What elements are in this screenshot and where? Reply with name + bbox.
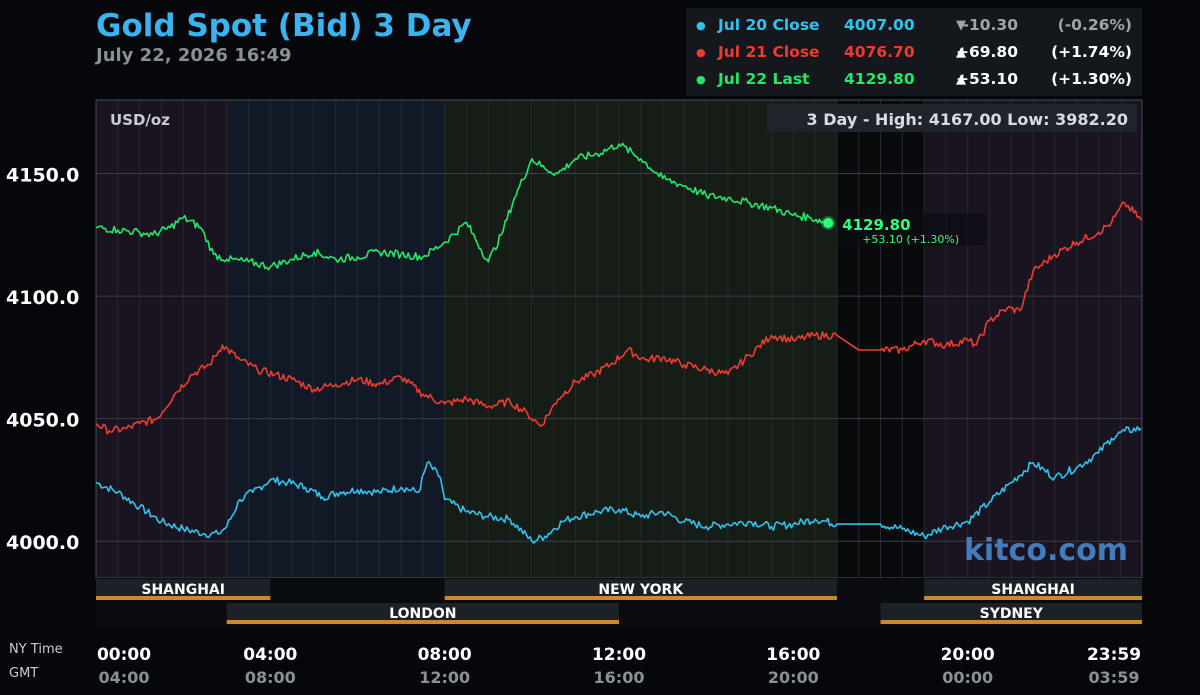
legend-row-jul20: ● Jul 20 Close 4007.00 ▼ -10.30 (-0.26%) bbox=[686, 16, 1142, 42]
y-tick-label: 4000.0 bbox=[6, 532, 79, 554]
series-line bbox=[95, 142, 829, 271]
session-top-label: SHANGHAI bbox=[141, 582, 225, 598]
high-low-box bbox=[767, 104, 1137, 132]
legend-value: 4129.80 bbox=[844, 70, 915, 88]
session-bottom-band bbox=[226, 603, 619, 623]
x-tick-label-gmt: 12:00 bbox=[419, 668, 470, 687]
legend-row-jul22: ● Jul 22 Last 4129.80 ▲ +53.10 (+1.30%) bbox=[686, 70, 1142, 96]
chart-timestamp: July 22, 2026 16:49 bbox=[96, 45, 292, 66]
legend-down-arrow-icon: ▼ bbox=[956, 18, 966, 33]
session-top-bar bbox=[924, 596, 1142, 600]
legend-dot-icon: ● bbox=[696, 19, 706, 32]
legend-value: 4007.00 bbox=[844, 16, 915, 34]
x-tick-label-gmt: 08:00 bbox=[245, 668, 296, 687]
x-tick-label-gmt: 16:00 bbox=[594, 668, 645, 687]
gmt-label: GMT bbox=[9, 666, 39, 681]
y-tick-label: 4100.0 bbox=[6, 287, 79, 309]
session-top-label: SHANGHAI bbox=[991, 582, 1075, 598]
x-tick-label-gmt: 04:00 bbox=[99, 668, 150, 687]
x-tick-label-gmt: 20:00 bbox=[768, 668, 819, 687]
session-top-band bbox=[96, 579, 271, 599]
series-line bbox=[95, 425, 1142, 544]
legend-row-jul21: ● Jul 21 Close 4076.70 ▲ +69.80 (+1.74%) bbox=[686, 43, 1142, 69]
session-bottom-label: SYDNEY bbox=[980, 606, 1044, 622]
x-tick-label-gmt: 03:59 bbox=[1089, 668, 1140, 687]
x-tick-label-ny: 23:59 bbox=[1087, 645, 1141, 665]
high-low-text: 3 Day - High: 4167.00 Low: 3982.20 bbox=[807, 110, 1128, 129]
legend-change: -10.30 bbox=[962, 16, 1018, 34]
last-price-label: 4129.80 bbox=[842, 216, 910, 234]
x-tick-label-ny: 08:00 bbox=[418, 645, 472, 665]
legend-label: Jul 22 Last bbox=[718, 70, 810, 88]
x-tick-label-ny: 04:00 bbox=[243, 645, 297, 665]
last-price-box bbox=[838, 213, 987, 246]
legend-box: ● Jul 20 Close 4007.00 ▼ -10.30 (-0.26%)… bbox=[686, 8, 1142, 96]
legend-percent: (+1.30%) bbox=[1051, 70, 1132, 88]
legend-dot-icon: ● bbox=[696, 73, 706, 86]
series-line bbox=[95, 201, 1142, 435]
y-tick-label: 4050.0 bbox=[6, 410, 79, 432]
watermark-text: kitco.com bbox=[964, 533, 1128, 568]
session-top-band bbox=[444, 579, 837, 599]
session-top-label: NEW YORK bbox=[598, 582, 684, 598]
legend-up-arrow-icon: ▲ bbox=[956, 45, 966, 60]
legend-change: +69.80 bbox=[955, 43, 1018, 61]
session-bottom-label: LONDON bbox=[389, 606, 456, 622]
session-top-bar bbox=[96, 596, 271, 600]
legend-percent: (-0.26%) bbox=[1057, 16, 1132, 34]
y-tick-label: 4150.0 bbox=[6, 165, 79, 187]
x-tick-label-ny: 20:00 bbox=[941, 645, 995, 665]
legend-up-arrow-icon: ▲ bbox=[956, 72, 966, 87]
legend-change: +53.10 bbox=[955, 70, 1018, 88]
unit-label: USD/oz bbox=[110, 111, 170, 129]
x-tick-label-ny: 16:00 bbox=[766, 645, 820, 665]
legend-value: 4076.70 bbox=[844, 43, 915, 61]
last-price-dot bbox=[823, 218, 834, 229]
legend-dot-icon: ● bbox=[696, 46, 706, 59]
session-bottom-bar bbox=[880, 620, 1142, 624]
legend-label: Jul 21 Close bbox=[718, 43, 820, 61]
x-tick-label-gmt: 00:00 bbox=[942, 668, 993, 687]
x-tick-label-ny: 12:00 bbox=[592, 645, 646, 665]
x-tick-label-ny: 00:00 bbox=[97, 645, 151, 665]
session-bottom-band bbox=[880, 603, 1142, 623]
legend-label: Jul 20 Close bbox=[718, 16, 820, 34]
chart-title: Gold Spot (Bid) 3 Day bbox=[96, 8, 472, 44]
session-top-band bbox=[924, 579, 1142, 599]
ny-time-label: NY Time bbox=[9, 642, 63, 657]
last-change-label: +53.10 (+1.30%) bbox=[862, 233, 959, 246]
session-bottom-bar bbox=[226, 620, 619, 624]
legend-percent: (+1.74%) bbox=[1051, 43, 1132, 61]
session-top-bar bbox=[444, 596, 837, 600]
